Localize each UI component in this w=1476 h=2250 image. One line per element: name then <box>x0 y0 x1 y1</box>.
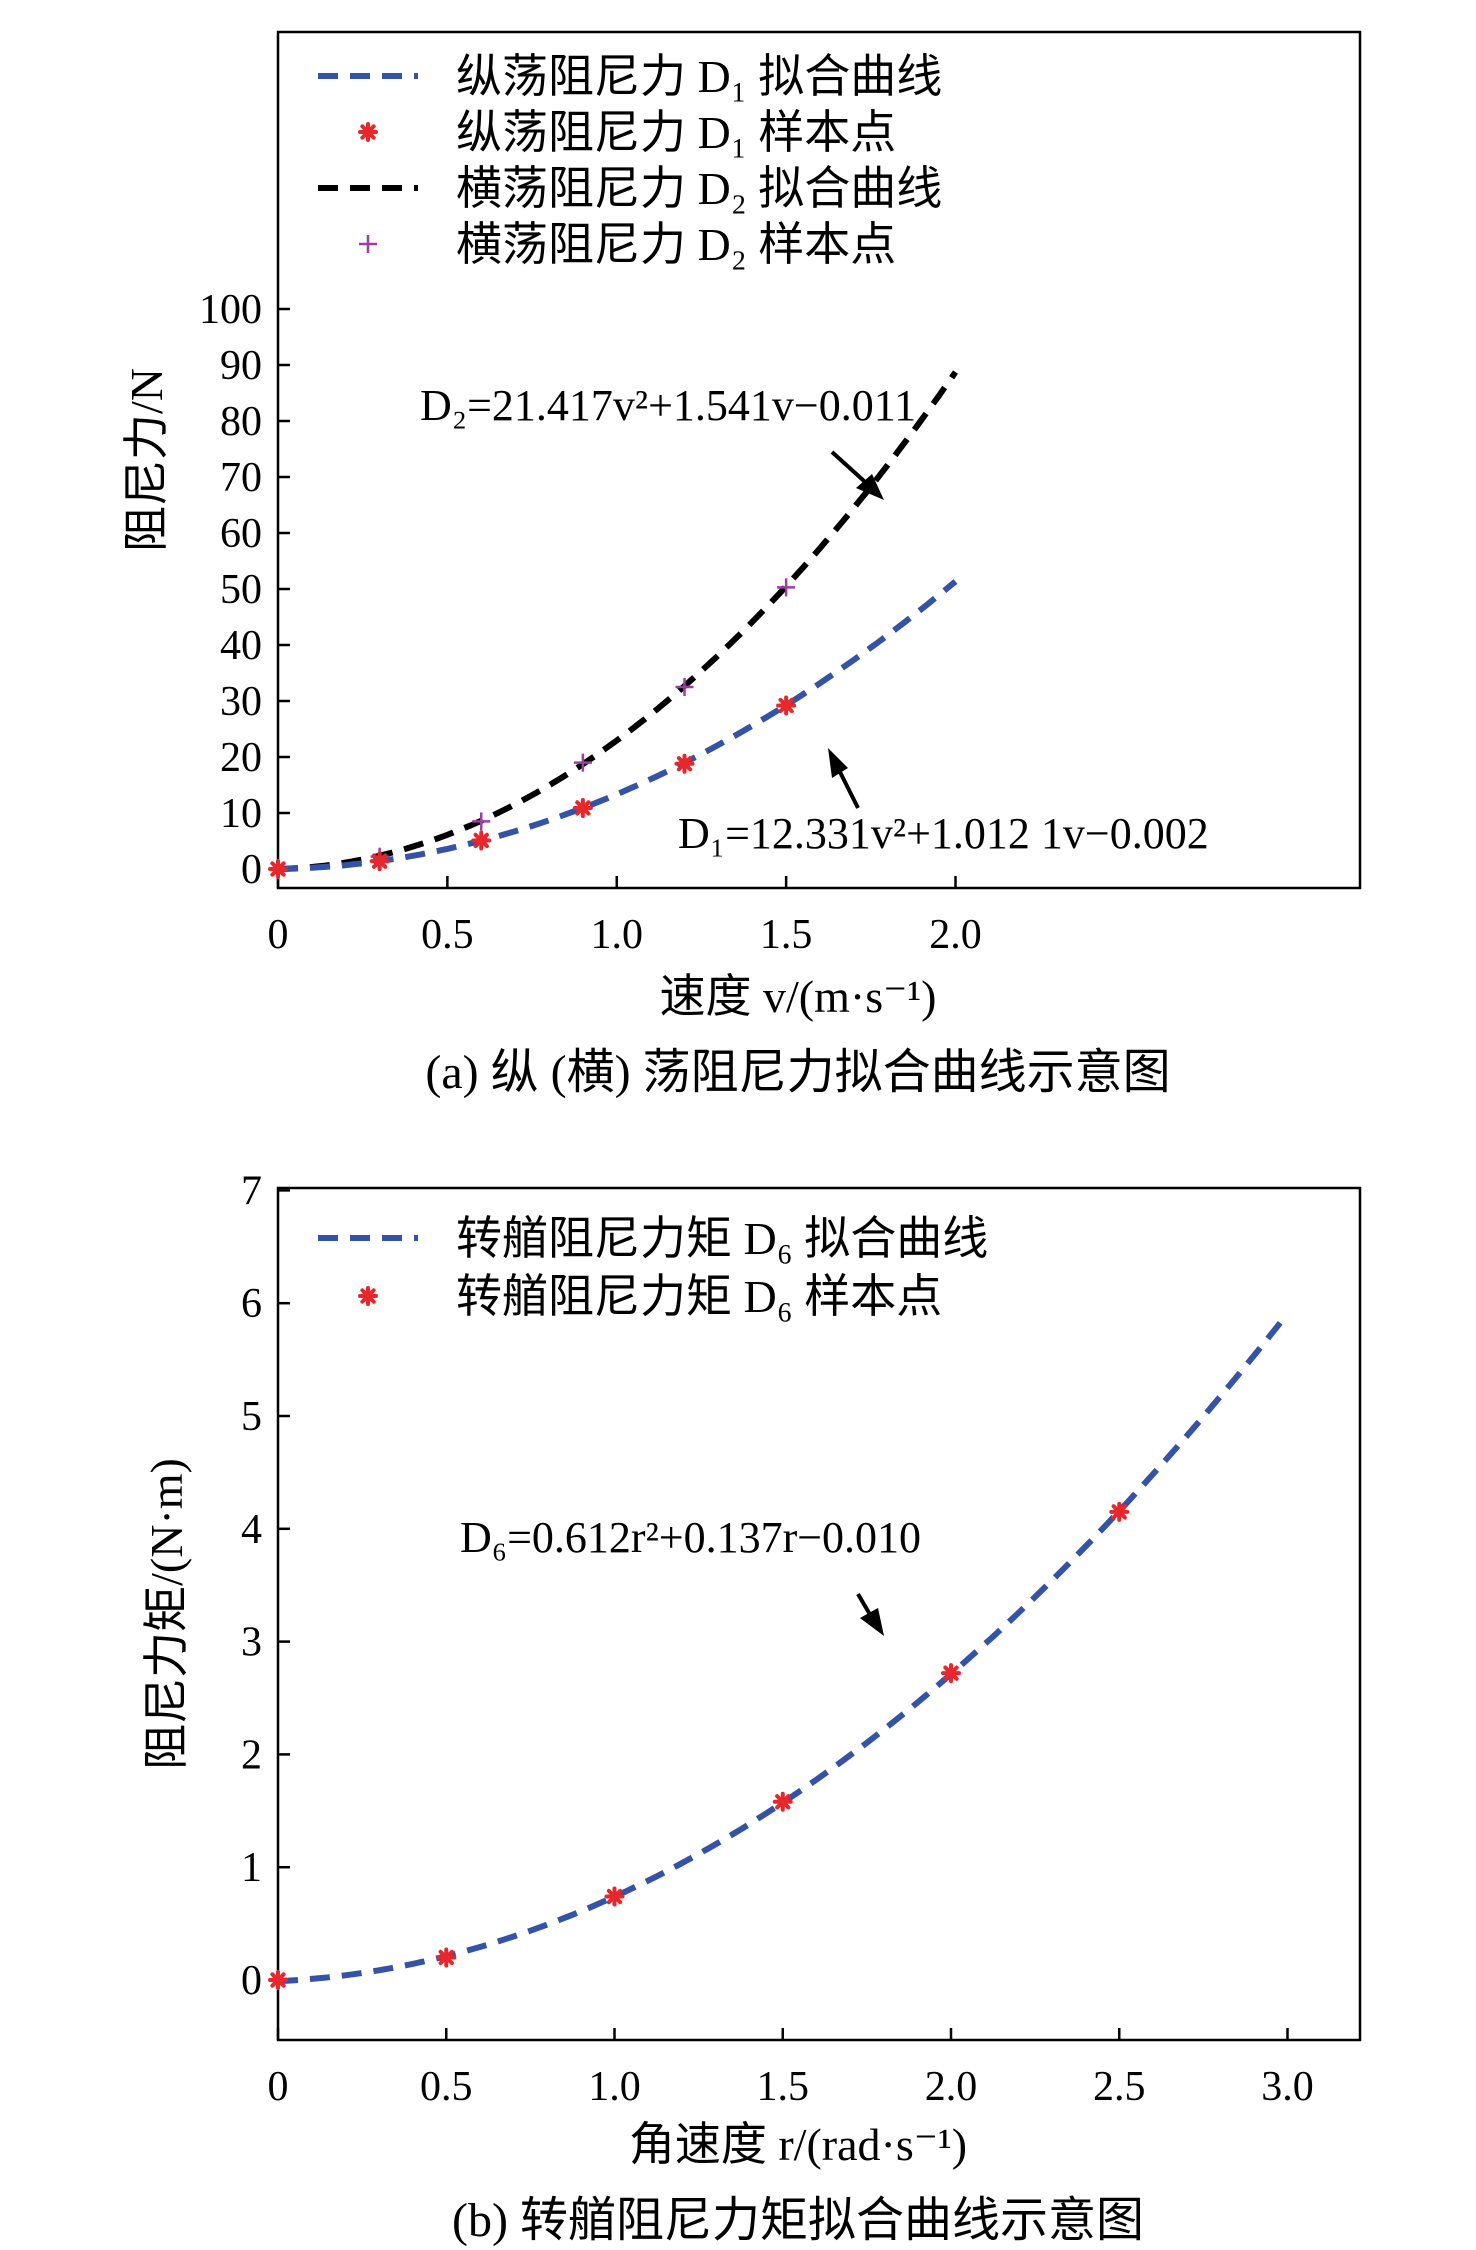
y-tick-label: 70 <box>220 455 262 501</box>
plot-series <box>268 370 958 879</box>
legend-swatch <box>358 1286 378 1306</box>
sample-point <box>776 695 797 716</box>
y-axis-label: 阻尼力/N <box>121 368 172 552</box>
y-tick-label: 20 <box>220 735 262 781</box>
x-tick-label: 2.0 <box>929 912 982 958</box>
chart-b: 0 0.5 1.0 1.5 2.0 2.5 3.0 0 1 2 3 4 5 6 7 转艏阻尼力矩 D₆ 拟合… <box>141 1168 1362 2247</box>
x-tick-label: 0 <box>268 912 289 958</box>
y-tick-label: 80 <box>220 399 262 445</box>
caption-a: (a) 纵 (横) 荡阻尼力拟合曲线示意图 <box>425 1046 1170 1099</box>
sample-point <box>1109 1501 1130 1522</box>
y-tick-label: 50 <box>220 567 262 613</box>
x-tick-label: 3.0 <box>1261 2064 1314 2110</box>
x-tick-label: 1.5 <box>757 2064 810 2110</box>
x-tick-label: 1.5 <box>760 912 813 958</box>
legend-label: 横荡阻尼力 D₂ 样本点 <box>456 219 896 270</box>
sample-point <box>573 753 592 772</box>
y-tick-label: 6 <box>241 1281 262 1327</box>
y-tick-label: 0 <box>241 1958 262 2004</box>
equation-d2: D₂=21.417v²+1.541v−0.011 <box>420 381 916 430</box>
sample-point <box>777 578 796 597</box>
x-tick-label: 0.5 <box>420 2064 473 2110</box>
sample-point <box>268 859 288 879</box>
arrow-d6 <box>856 1592 884 1636</box>
sample-point <box>941 1663 961 1684</box>
x-tick-label: 0.5 <box>421 912 474 958</box>
sample-point <box>674 753 695 774</box>
y-tick-label: 30 <box>220 679 262 725</box>
plot-series <box>268 1311 1290 1990</box>
axis-ticks: 0 0.5 1.0 1.5 2.0 2.5 3.0 0 1 2 3 4 5 6 7 <box>241 1168 1314 2110</box>
legend-label: 转艏阻尼力矩 D₆ 样本点 <box>456 1271 942 1322</box>
sample-point <box>604 1886 625 1907</box>
fit-curve <box>277 1311 1290 1985</box>
chart-a: 0 0.5 1.0 1.5 2.0 0 10 20 30 40 50 60 70 80 90 100 纵荡阻尼… <box>121 30 1362 1099</box>
plot-frame <box>276 30 1362 890</box>
y-tick-label: 10 <box>220 791 262 837</box>
sample-point <box>471 830 492 851</box>
y-tick-label: 4 <box>241 1507 262 1553</box>
sample-point <box>572 797 593 818</box>
y-tick-label: 7 <box>241 1168 262 1214</box>
x-tick-label: 1.0 <box>591 912 644 958</box>
y-tick-label: 0 <box>241 847 262 893</box>
y-tick-label: 100 <box>199 287 262 333</box>
y-tick-label: 90 <box>220 343 262 389</box>
y-tick-label: 60 <box>220 511 262 557</box>
y-tick-label: 3 <box>241 1620 262 1666</box>
x-tick-label: 1.0 <box>588 2064 641 2110</box>
x-tick-label: 0 <box>268 2064 289 2110</box>
sample-point <box>268 1970 288 1990</box>
y-tick-label: 5 <box>241 1394 262 1440</box>
legend-label: 转艏阻尼力矩 D₆ 拟合曲线 <box>456 1213 988 1264</box>
sample-point <box>369 851 390 872</box>
legend-label: 纵荡阻尼力 D₁ 样本点 <box>456 107 896 158</box>
fit-curve <box>277 370 958 873</box>
legend-label: 纵荡阻尼力 D₁ 拟合曲线 <box>456 51 942 102</box>
equation-d1: D₁=12.331v²+1.012 1v−0.002 <box>678 809 1209 858</box>
x-tick-label: 2.5 <box>1093 2064 1146 2110</box>
equation-d6: D₆=0.612r²+0.137r−0.010 <box>460 1513 921 1562</box>
y-tick-label: 2 <box>241 1732 262 1778</box>
sample-point <box>772 1791 793 1812</box>
plot-frame <box>276 1186 1362 2042</box>
legend-label: 横荡阻尼力 D₂ 拟合曲线 <box>456 163 942 214</box>
legend-swatch <box>359 235 377 253</box>
x-tick-label: 2.0 <box>925 2064 978 2110</box>
y-axis-label: 阻尼力矩/(N·m) <box>141 1458 192 1770</box>
arrow-d2 <box>830 450 884 500</box>
sample-point <box>675 678 694 696</box>
x-axis-label: 角速度 r/(rad·s⁻¹) <box>629 2119 967 2170</box>
sample-point <box>472 812 491 831</box>
arrow-d1 <box>828 748 860 809</box>
sample-point <box>436 1947 457 1968</box>
y-tick-label: 40 <box>220 623 262 669</box>
caption-b: (b) 转艏阻尼力矩拟合曲线示意图 <box>452 2194 1144 2247</box>
axis-ticks: 0 0.5 1.0 1.5 2.0 0 10 20 30 40 50 60 70 80 90 100 <box>199 287 982 958</box>
fit-curve <box>277 579 958 872</box>
y-tick-label: 1 <box>241 1845 262 1891</box>
legend-swatch <box>358 122 378 142</box>
x-axis-label: 速度 v/(m·s⁻¹) <box>660 971 937 1022</box>
